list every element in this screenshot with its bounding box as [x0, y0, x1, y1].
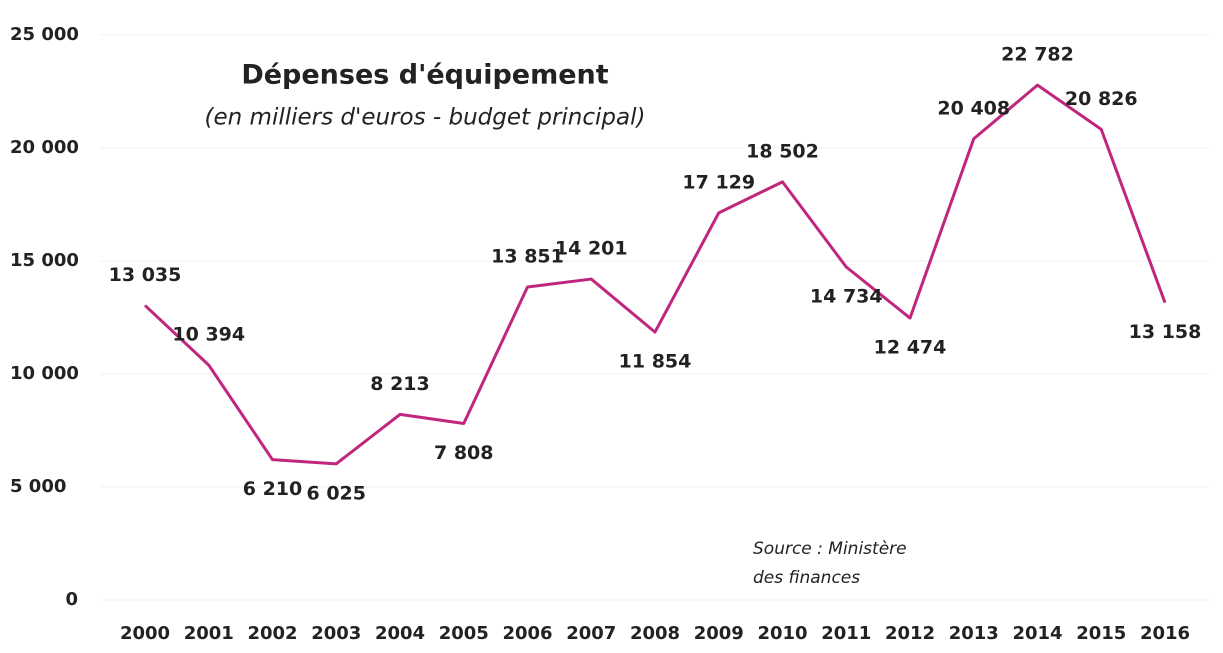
data-label: 12 474 — [874, 337, 947, 359]
x-tick-label: 2000 — [120, 623, 170, 644]
chart-title: Dépenses d'équipement — [241, 60, 608, 91]
x-tick-label: 2002 — [247, 623, 297, 644]
data-label: 13 035 — [109, 264, 182, 286]
x-tick-label: 2013 — [949, 623, 999, 644]
x-tick-label: 2016 — [1140, 623, 1190, 644]
x-tick-label: 2011 — [821, 623, 871, 644]
x-tick-label: 2010 — [757, 623, 807, 644]
data-label: 7 808 — [434, 442, 494, 464]
y-tick-label: 0 — [65, 589, 78, 610]
data-label: 14 734 — [810, 286, 883, 308]
x-tick-label: 2009 — [694, 623, 744, 644]
data-label: 22 782 — [1001, 44, 1074, 66]
data-label: 17 129 — [682, 171, 755, 193]
x-tick-label: 2005 — [439, 623, 489, 644]
y-tick-label: 5 000 — [10, 476, 66, 497]
x-tick-label: 2008 — [630, 623, 680, 644]
y-tick-label: 15 000 — [10, 250, 79, 271]
data-label: 20 826 — [1065, 88, 1138, 110]
x-tick-label: 2004 — [375, 623, 425, 644]
data-label: 13 851 — [491, 245, 564, 267]
data-label: 10 394 — [172, 324, 245, 346]
data-label: 6 210 — [243, 478, 303, 500]
data-label: 18 502 — [746, 140, 819, 162]
x-tick-label: 2015 — [1076, 623, 1126, 644]
data-label: 14 201 — [555, 238, 628, 260]
line-series — [143, 83, 1167, 466]
source-note: des finances — [753, 568, 860, 588]
data-label: 6 025 — [307, 482, 367, 504]
data-label: 8 213 — [370, 373, 430, 395]
y-tick-label: 20 000 — [10, 137, 79, 158]
data-label: 13 158 — [1129, 321, 1202, 343]
x-tick-label: 2007 — [566, 623, 616, 644]
data-label: 20 408 — [937, 97, 1010, 119]
source-note: Source : Ministère — [753, 539, 907, 559]
x-tick-label: 2012 — [885, 623, 935, 644]
x-tick-label: 2003 — [311, 623, 361, 644]
chart-subtitle: (en milliers d'euros - budget principal) — [205, 105, 646, 131]
x-tick-label: 2001 — [184, 623, 234, 644]
y-tick-label: 25 000 — [10, 24, 79, 45]
x-tick-label: 2006 — [502, 623, 552, 644]
data-label: 11 854 — [619, 351, 692, 373]
y-tick-label: 10 000 — [10, 363, 79, 384]
x-tick-label: 2014 — [1012, 623, 1062, 644]
